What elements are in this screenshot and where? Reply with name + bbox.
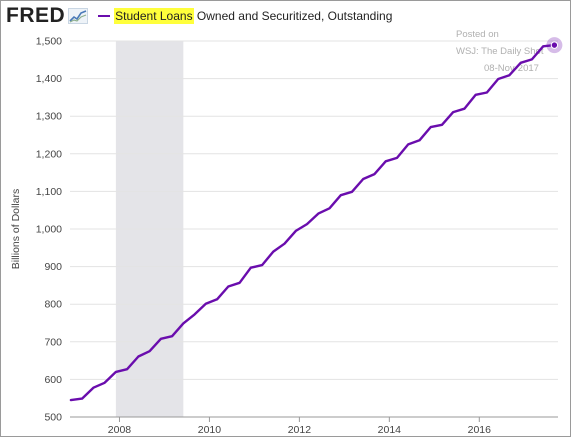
trend-line-icon: [68, 8, 89, 24]
annotation-line-1: Posted on: [456, 29, 499, 40]
annotation-line-2: WSJ: The Daily Shot: [456, 46, 544, 57]
fred-logo[interactable]: FRED: [6, 4, 66, 27]
chart-title[interactable]: Student Loans Owned and Securitized, Out…: [114, 8, 393, 24]
series-line-0: [69, 43, 556, 402]
x-tick-label: 2016: [468, 424, 492, 436]
y-axis: 500 600 700 800 900 1,000 1,100 1,200 1,300 1,400…: [36, 36, 62, 424]
posted-annotation: Posted on WSJ: The Daily Shot 08-Nov-201…: [456, 29, 544, 74]
x-axis: 2008 2010 2012 2014 2016: [70, 416, 558, 436]
x-tick-label: 2014: [378, 424, 402, 436]
y-tick-label: 700: [44, 336, 62, 348]
last-data-point: [550, 41, 559, 49]
legend-line-swatch: [98, 15, 111, 17]
x-tick-label: 2010: [198, 424, 222, 436]
y-tick-label: 1,500: [36, 36, 62, 48]
chart-header: FRED Student Loans Owned and Securitized…: [6, 4, 393, 27]
series-name-highlight: Student Loans: [114, 8, 194, 24]
gridlines: [70, 40, 558, 418]
x-tick-label: 2008: [108, 424, 132, 436]
y-tick-label: 500: [44, 412, 62, 424]
y-tick-label: 1,100: [36, 186, 62, 198]
y-tick-label: 1,300: [36, 111, 62, 123]
y-tick-label: 900: [44, 261, 62, 273]
y-tick-label: 800: [44, 299, 62, 311]
y-tick-label: 1,200: [36, 148, 62, 160]
y-tick-label: 1,400: [36, 73, 62, 85]
annotation-line-3: 08-Nov-2017: [484, 63, 539, 74]
x-tick-label: 2012: [288, 424, 312, 436]
y-tick-label: 600: [44, 374, 62, 386]
series-title-rest: Owned and Securitized, Outstanding: [193, 9, 393, 23]
y-tick-label: 1,000: [36, 224, 62, 236]
y-axis-label: Billions of Dollars: [10, 189, 22, 270]
series-layer: [69, 37, 563, 402]
